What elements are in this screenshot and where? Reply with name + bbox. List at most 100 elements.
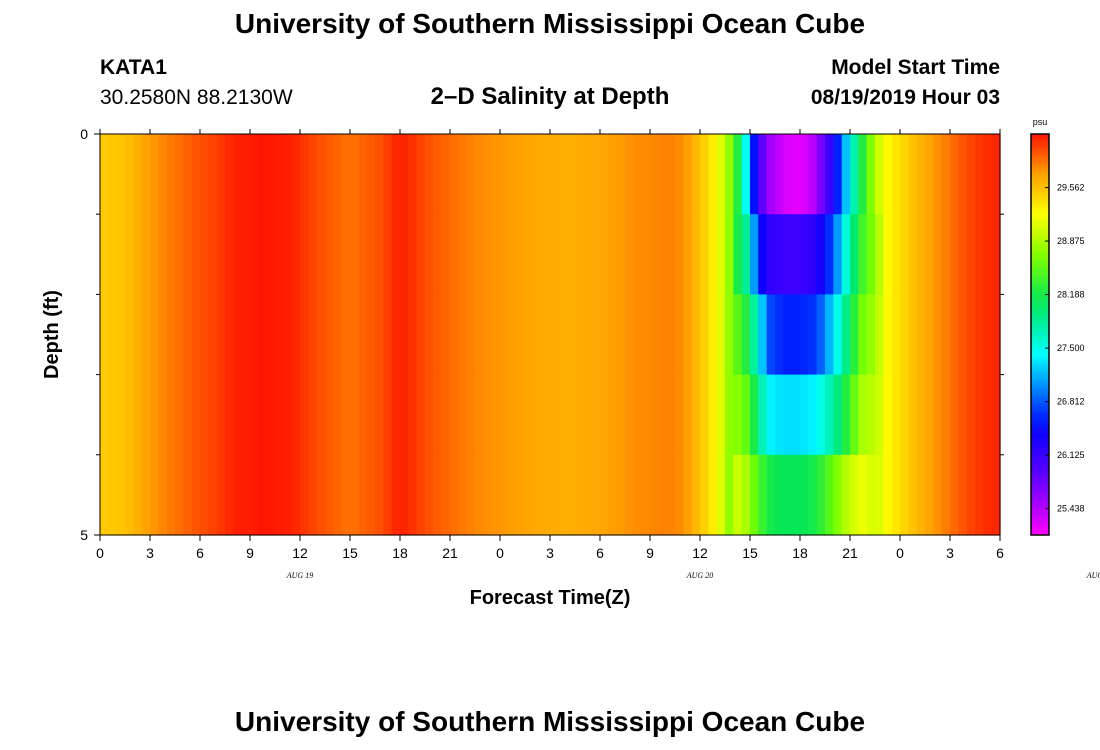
heatmap-cell (333, 454, 343, 536)
heatmap-cell (791, 454, 801, 536)
heatmap-cell (100, 454, 109, 536)
heatmap-cell (541, 214, 551, 295)
heatmap-cell (116, 134, 126, 215)
heatmap-cell (175, 374, 184, 456)
heatmap-cell (466, 134, 476, 215)
heatmap-cell (600, 134, 609, 215)
heatmap-cell (991, 134, 1001, 215)
heatmap-cell (825, 374, 834, 456)
heatmap-cell (483, 134, 493, 215)
heatmap-cell (625, 454, 634, 536)
heatmap-cell (666, 134, 676, 215)
heatmap-cell (791, 294, 801, 376)
heatmap-cell (550, 134, 559, 215)
date-label: AUG 21 (1086, 571, 1100, 580)
heatmap-cell (950, 294, 959, 376)
heatmap-cell (683, 134, 693, 215)
heatmap-cell (516, 454, 526, 536)
x-tick-label: 9 (646, 545, 654, 561)
heatmap-cell (841, 214, 851, 295)
heatmap-cell (575, 134, 584, 215)
heatmap-cell (283, 214, 293, 295)
heatmap-cell (975, 374, 984, 456)
heatmap-cell (991, 214, 1001, 295)
heatmap-cell (591, 214, 601, 295)
colorbar-tick-label: 27.500 (1057, 343, 1085, 353)
heatmap-cell (825, 134, 834, 215)
heatmap-cell (300, 134, 309, 215)
heatmap-cell (908, 374, 918, 456)
heatmap-cell (758, 374, 768, 456)
heatmap-cell (208, 374, 218, 456)
date-label: AUG 19 (286, 571, 313, 580)
heatmap-cell (200, 454, 209, 536)
heatmap-cell (766, 294, 776, 376)
heatmap-cell (791, 134, 801, 215)
heatmap-cell (350, 214, 359, 295)
heatmap-cell (483, 454, 493, 536)
heatmap-cell (350, 294, 359, 376)
heatmap-cell (491, 374, 501, 456)
heatmap-cell (883, 214, 893, 295)
heatmap-cell (100, 374, 109, 456)
heatmap-cell (833, 214, 843, 295)
heatmap-cell (841, 294, 851, 376)
heatmap-cell (308, 454, 318, 536)
heatmap-cell (750, 374, 759, 456)
heatmap-cell (400, 294, 409, 376)
heatmap-cell (333, 294, 343, 376)
heatmap-cell (566, 294, 576, 376)
heatmap-cell (150, 134, 159, 215)
heatmap-cell (100, 294, 109, 376)
heatmap-cell (316, 454, 326, 536)
heatmap-cell (375, 374, 384, 456)
x-tick-label: 0 (96, 545, 104, 561)
heatmap-cell (858, 294, 868, 376)
heatmap-cell (741, 374, 751, 456)
x-tick-label: 12 (292, 545, 308, 561)
heatmap-cell (908, 294, 918, 376)
heatmap-cell (116, 454, 126, 536)
heatmap-cell (108, 454, 118, 536)
heatmap-cell (516, 134, 526, 215)
heatmap-cell (283, 294, 293, 376)
heatmap-cell (816, 134, 826, 215)
heatmap-cell (125, 214, 134, 295)
heatmap-cell (341, 454, 351, 536)
heatmap-cell (433, 454, 443, 536)
heatmap-cell (358, 294, 368, 376)
heatmap-cell (500, 134, 509, 215)
heatmap-cell (508, 214, 518, 295)
heatmap-cell (166, 214, 176, 295)
heatmap-cell (183, 374, 193, 456)
heatmap-cell (308, 374, 318, 456)
heatmap-cell (191, 134, 201, 215)
heatmap-cell (591, 134, 601, 215)
heatmap-cell (416, 374, 426, 456)
heatmap-cell (800, 374, 809, 456)
heatmap-cell (850, 374, 859, 456)
colorbar-gradient (1030, 133, 1050, 536)
heatmap-cell (958, 134, 968, 215)
heatmap-cell (691, 294, 701, 376)
heatmap-cell (691, 214, 701, 295)
heatmap-cell (883, 294, 893, 376)
heatmap-cell (141, 374, 151, 456)
heatmap-cell (141, 454, 151, 536)
heatmap-cell (225, 214, 234, 295)
heatmap-cell (166, 134, 176, 215)
colorbar-tick-label: 25.438 (1057, 504, 1085, 514)
heatmap-cell (525, 214, 534, 295)
heatmap-cell (533, 294, 543, 376)
heatmap-cell (958, 214, 968, 295)
heatmap-cell (958, 294, 968, 376)
heatmap-cell (458, 374, 468, 456)
heatmap-cell (825, 214, 834, 295)
heatmap-cell (800, 454, 809, 536)
heatmap-cell (158, 294, 168, 376)
heatmap-cell (408, 294, 418, 376)
heatmap-cell (383, 454, 393, 536)
heatmap-cell (216, 374, 226, 456)
heatmap-cell (425, 454, 434, 536)
heatmap-cell (300, 374, 309, 456)
